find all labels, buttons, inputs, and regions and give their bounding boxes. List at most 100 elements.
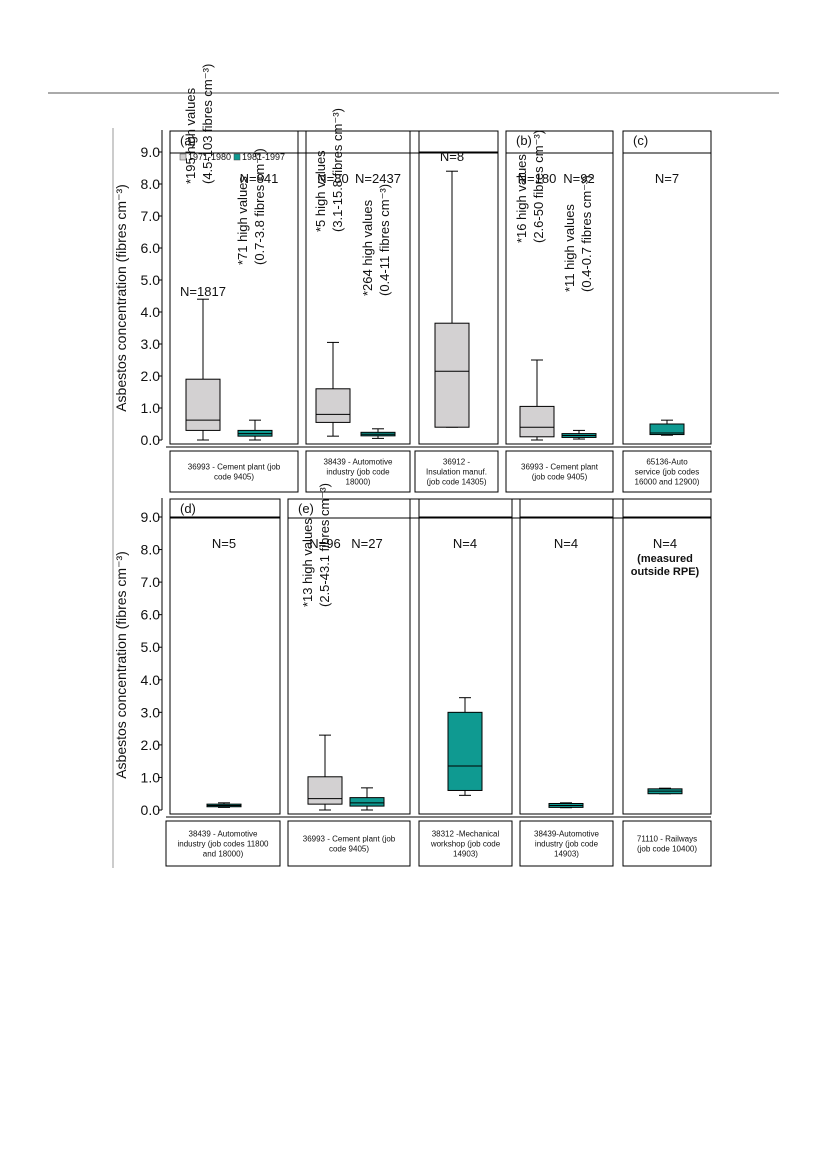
panel-caption-line: 36912 - bbox=[443, 458, 470, 467]
panel-caption-line: 14903) bbox=[554, 850, 579, 859]
box-iqr bbox=[185, 378, 221, 431]
high-values-annotation: *11 high values (0.4-0.7 fibres cm⁻³) bbox=[562, 175, 594, 292]
box-1981-1997 bbox=[206, 802, 242, 808]
box-iqr bbox=[307, 776, 343, 805]
panel-7: N=96 N=27 *13 high values (2.5-43.1 fibres … bbox=[287, 483, 411, 867]
annotation-line-2: (0.4-0.7 fibres cm⁻³) bbox=[579, 175, 594, 292]
panel-4: N=180 N=92 *16 high values (2.6-50 fibres c… bbox=[505, 130, 614, 493]
box-1971-1980 bbox=[185, 298, 221, 441]
box-1981-1997 bbox=[237, 419, 273, 441]
y-tick-label: 0.0 bbox=[141, 432, 161, 448]
sample-size-label: N=7 bbox=[655, 171, 679, 186]
panel-caption-line: code 9405) bbox=[214, 473, 254, 482]
high-values-annotation: *71 high values (0.7-3.8 fibres cm⁻³) bbox=[235, 148, 267, 265]
box-1981-1997 bbox=[349, 787, 385, 811]
panel-caption-box bbox=[287, 820, 411, 867]
y-tick-label: 8.0 bbox=[141, 176, 161, 192]
sample-size-note: (measured bbox=[637, 553, 693, 565]
panel-caption-box bbox=[165, 820, 281, 867]
box-1981-1997 bbox=[447, 697, 483, 796]
panel-frame bbox=[622, 498, 712, 815]
y-axis-title: Asbestos concentration (fibres cm⁻³) bbox=[113, 184, 129, 412]
panel-caption-line: workshop (job code bbox=[430, 840, 501, 849]
sample-size-label: N=96 bbox=[309, 536, 340, 551]
panel-caption-line: 36993 - Cement plant (job bbox=[303, 835, 396, 844]
panel-frame bbox=[305, 130, 411, 445]
sample-size-label: N=8 bbox=[440, 149, 464, 164]
y-tick-label: 6.0 bbox=[141, 607, 161, 623]
high-values-annotation: *264 high values (0.4-11 fibres cm⁻³) bbox=[360, 184, 392, 296]
annotation-line-1: *11 high values bbox=[562, 204, 577, 292]
panel-label: (c) bbox=[633, 133, 648, 148]
panel-caption-line: Insulation manuf. bbox=[426, 468, 487, 477]
annotation-line-1: *195 high values bbox=[183, 87, 198, 184]
panel-caption-box bbox=[305, 450, 411, 493]
panel-caption-line: code 9405) bbox=[329, 845, 369, 854]
annotation-line-1: *5 high values bbox=[313, 150, 328, 232]
panel-caption-box bbox=[622, 820, 712, 867]
box-1981-1997 bbox=[647, 787, 683, 795]
panel-caption-box bbox=[505, 450, 614, 493]
high-values-annotation: *5 high values (3.1-15.8 fibres cm⁻³) bbox=[313, 108, 345, 232]
panel-label: (d) bbox=[180, 501, 196, 516]
y-tick-label: 1.0 bbox=[141, 400, 161, 416]
panel-caption-line: industry (job codes 11800 bbox=[177, 840, 269, 849]
high-values-annotation: *13 high values (2.5-43.1 fibres cm⁻³) bbox=[300, 483, 332, 607]
panel-frame bbox=[505, 130, 614, 445]
sample-size-label: N=5 bbox=[212, 536, 236, 551]
panel-caption-box bbox=[622, 450, 712, 493]
y-tick-label: 1.0 bbox=[141, 769, 161, 785]
panel-caption-line: 38439 - Automotive bbox=[189, 830, 258, 839]
high-values-annotation: *16 high values (2.6-50 fibres cm⁻³) bbox=[514, 130, 546, 243]
panel-caption-line: service (job codes bbox=[635, 468, 699, 477]
annotation-line-2: (3.1-15.8 fibres cm⁻³) bbox=[330, 108, 345, 232]
panel-caption-line: 38312 -Mechanical bbox=[432, 830, 500, 839]
y-tick-label: 2.0 bbox=[141, 737, 161, 753]
y-tick-label: 9.0 bbox=[141, 509, 161, 525]
panel-frame bbox=[169, 130, 299, 445]
legend-label: 1971-1980 bbox=[188, 152, 231, 162]
panel-caption-line: (job code 10400) bbox=[637, 845, 697, 854]
legend-label: 1981-1997 bbox=[242, 152, 285, 162]
annotation-line-1: *264 high values bbox=[360, 199, 375, 296]
box-iqr bbox=[649, 423, 685, 436]
panel-caption-line: 36993 - Cement plant (job bbox=[188, 463, 281, 472]
panel-label: (e) bbox=[298, 501, 314, 516]
panel-caption-line: 16000 and 12900) bbox=[635, 478, 700, 487]
panel-caption-line: 38439 - Automotive bbox=[324, 458, 393, 467]
box-1971-1980 bbox=[315, 341, 351, 437]
panel-label: (a) bbox=[180, 133, 196, 148]
box-iqr bbox=[315, 388, 351, 423]
box-iqr bbox=[447, 711, 483, 791]
panel-3: N=8 36912 -Insulation manuf.(job code 143… bbox=[414, 130, 499, 493]
sample-size-label: N=92 bbox=[563, 171, 594, 186]
annotation-line-1: *16 high values bbox=[514, 154, 529, 243]
box-iqr bbox=[519, 405, 555, 438]
sample-size-label: N=4 bbox=[554, 536, 578, 551]
y-tick-label: 8.0 bbox=[141, 542, 161, 558]
y-tick-label: 7.0 bbox=[141, 574, 161, 590]
legend-swatch bbox=[179, 153, 187, 161]
y-tick-label: 5.0 bbox=[141, 272, 161, 288]
panel-caption-box bbox=[418, 820, 513, 867]
panel-frame bbox=[169, 498, 281, 815]
panel-caption-line: 18000) bbox=[346, 478, 371, 487]
panel-caption-line: industry (job code bbox=[326, 468, 390, 477]
box-1971-1980 bbox=[519, 359, 555, 441]
high-values-annotation: *195 high values (4.5-103 fibres cm⁻³) bbox=[183, 64, 215, 184]
y-tick-label: 6.0 bbox=[141, 240, 161, 256]
panel-caption-line: (job code 14305) bbox=[426, 478, 486, 487]
annotation-line-2: (2.6-50 fibres cm⁻³) bbox=[531, 130, 546, 243]
annotation-line-2: (0.7-3.8 fibres cm⁻³) bbox=[252, 148, 267, 265]
annotation-line-1: *71 high values bbox=[235, 176, 250, 265]
sample-size-label: N=80 bbox=[317, 171, 348, 186]
panel-caption-box bbox=[519, 820, 614, 867]
box-1981-1997 bbox=[548, 802, 584, 809]
y-tick-label: 0.0 bbox=[141, 802, 161, 818]
panel-caption-line: industry (job code bbox=[535, 840, 599, 849]
panel-frame bbox=[287, 498, 411, 815]
sample-size-label: N=1817 bbox=[180, 284, 226, 299]
